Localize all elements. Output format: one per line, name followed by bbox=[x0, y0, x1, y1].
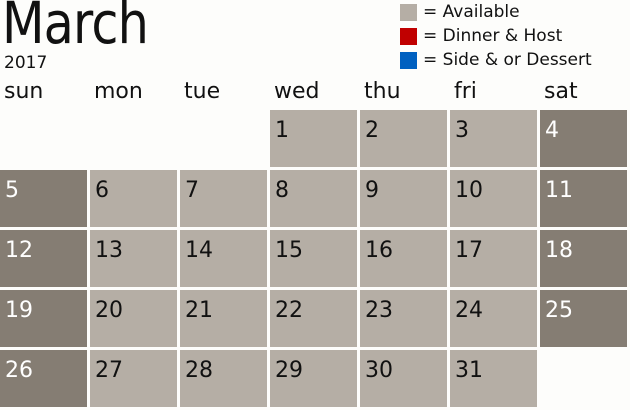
legend-label: = Dinner & Host bbox=[423, 26, 563, 46]
day-cell-22[interactable]: 22 bbox=[270, 290, 357, 347]
day-cell-7[interactable]: 7 bbox=[180, 170, 267, 227]
day-cell-25[interactable]: 25 bbox=[540, 290, 627, 347]
day-cell-27[interactable]: 27 bbox=[90, 350, 177, 407]
day-cell-12[interactable]: 12 bbox=[0, 230, 87, 287]
day-cell-1[interactable]: 1 bbox=[270, 110, 357, 167]
legend-label: = Side & or Dessert bbox=[423, 50, 592, 70]
day-cell-4[interactable]: 4 bbox=[540, 110, 627, 167]
day-cell-14[interactable]: 14 bbox=[180, 230, 267, 287]
weekday-header-thu: thu bbox=[364, 79, 401, 104]
day-cell-30[interactable]: 30 bbox=[360, 350, 447, 407]
year-label: 2017 bbox=[4, 53, 48, 73]
day-cell-31[interactable]: 31 bbox=[450, 350, 537, 407]
day-cell-5[interactable]: 5 bbox=[0, 170, 87, 227]
day-cell-10[interactable]: 10 bbox=[450, 170, 537, 227]
day-cell-2[interactable]: 2 bbox=[360, 110, 447, 167]
legend-item: = Available bbox=[400, 0, 592, 24]
legend-swatch bbox=[400, 51, 417, 69]
day-cell-6[interactable]: 6 bbox=[90, 170, 177, 227]
legend-item: = Dinner & Host bbox=[400, 24, 592, 48]
month-title: March bbox=[2, 0, 149, 57]
weekday-header-fri: fri bbox=[454, 79, 477, 104]
weekday-header-mon: mon bbox=[94, 79, 143, 104]
weekday-header-sat: sat bbox=[544, 79, 578, 104]
day-cell-19[interactable]: 19 bbox=[0, 290, 87, 347]
day-cell-24[interactable]: 24 bbox=[450, 290, 537, 347]
day-cell-23[interactable]: 23 bbox=[360, 290, 447, 347]
day-cell-15[interactable]: 15 bbox=[270, 230, 357, 287]
day-cell-8[interactable]: 8 bbox=[270, 170, 357, 227]
legend-swatch bbox=[400, 27, 417, 45]
day-cell-18[interactable]: 18 bbox=[540, 230, 627, 287]
day-cell-29[interactable]: 29 bbox=[270, 350, 357, 407]
day-cell-21[interactable]: 21 bbox=[180, 290, 267, 347]
weekday-header-tue: tue bbox=[184, 79, 221, 104]
legend-item: = Side & or Dessert bbox=[400, 48, 592, 72]
legend-label: = Available bbox=[423, 2, 520, 22]
day-cell-16[interactable]: 16 bbox=[360, 230, 447, 287]
day-cell-17[interactable]: 17 bbox=[450, 230, 537, 287]
day-cell-26[interactable]: 26 bbox=[0, 350, 87, 407]
day-cell-3[interactable]: 3 bbox=[450, 110, 537, 167]
legend-swatch bbox=[400, 3, 417, 21]
day-cell-20[interactable]: 20 bbox=[90, 290, 177, 347]
day-cell-28[interactable]: 28 bbox=[180, 350, 267, 407]
weekday-header-sun: sun bbox=[4, 79, 44, 104]
day-cell-11[interactable]: 11 bbox=[540, 170, 627, 227]
weekday-header-wed: wed bbox=[274, 79, 320, 104]
day-cell-13[interactable]: 13 bbox=[90, 230, 177, 287]
day-cell-9[interactable]: 9 bbox=[360, 170, 447, 227]
legend: = Available = Dinner & Host = Side & or De… bbox=[400, 0, 592, 72]
